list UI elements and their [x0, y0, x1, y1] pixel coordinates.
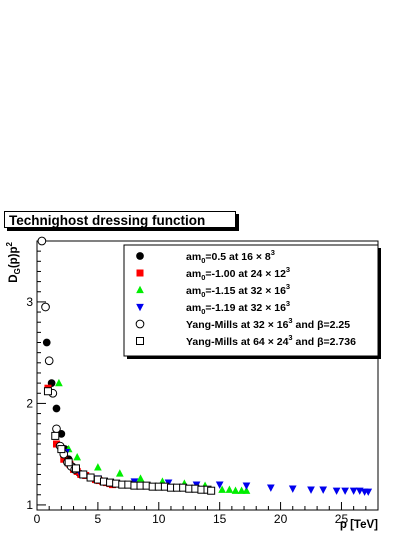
data-point-series-6	[207, 486, 216, 495]
data-point-series-6	[64, 458, 73, 467]
data-point-series-3	[94, 463, 102, 471]
data-point-series-4	[332, 487, 341, 495]
data-point-series-6	[86, 473, 95, 482]
data-point-series-3	[55, 378, 63, 387]
x-axis-title: p [TeV]	[340, 519, 378, 531]
data-point-series-6	[43, 387, 52, 396]
legend-label-1: am0=0.5 at 16 × 83	[186, 248, 275, 265]
y-tick-label: 2	[26, 396, 33, 410]
data-point-series-1	[52, 404, 61, 413]
x-tick-label: 15	[213, 512, 227, 526]
data-point-series-5	[41, 302, 50, 312]
data-point-series-4	[341, 487, 349, 495]
legend-marker-2	[136, 269, 144, 277]
data-point-series-3	[73, 453, 82, 461]
x-tick-label: 10	[152, 512, 166, 526]
data-point-series-3	[115, 469, 124, 477]
data-point-series-5	[44, 356, 54, 366]
legend-marker-5	[135, 319, 145, 329]
data-point-series-3	[237, 486, 246, 494]
y-tick-label: 3	[26, 295, 33, 309]
axis-ticks: 0 5 10 15 20 25 1 2 3	[26, 250, 367, 526]
data-point-series-4	[349, 487, 358, 495]
chart-title: Technighost dressing function	[4, 211, 236, 228]
legend-label-4: am0=-1.19 at 32 × 163	[186, 299, 290, 316]
x-tick-label: 25	[335, 512, 349, 526]
y-tick-label: 1	[26, 498, 33, 512]
data-point-series-6	[51, 431, 60, 440]
legend-label-6: Yang-Mills at 64 × 243 and β=2.736	[186, 333, 356, 348]
data-point-series-1	[42, 338, 51, 347]
svg-text:DG(p)p2: DG(p)p2	[5, 241, 22, 282]
data-point-series-5	[37, 236, 47, 246]
data-point-series-6	[79, 470, 88, 479]
y-axis-title: DG(p)p2	[5, 241, 22, 282]
data-point-series-3	[136, 474, 145, 482]
data-point-series-4	[288, 485, 297, 493]
data-point-series-3	[225, 485, 234, 493]
data-point-series-4	[266, 484, 275, 492]
legend-marker-6	[136, 337, 144, 345]
data-point-series-6	[57, 445, 66, 454]
data-point-series-3	[231, 486, 240, 494]
data-point-series-3	[218, 485, 226, 493]
data-point-series-6	[71, 464, 80, 473]
data-point-series-3	[242, 486, 251, 494]
data-point-series-4	[242, 482, 251, 490]
legend-label-2: am0=-1.00 at 24 × 123	[186, 265, 290, 282]
data-point-series-5	[52, 424, 61, 434]
x-tick-label: 0	[34, 512, 41, 526]
x-tick-label: 5	[95, 512, 102, 526]
legend-marker-4	[136, 303, 144, 312]
legend-label-5: Yang-Mills at 32 × 163 and β=2.25	[186, 316, 350, 331]
legend-box	[123, 244, 379, 357]
data-point-series-4	[364, 488, 373, 496]
data-point-series-4	[307, 486, 315, 494]
data-point-series-2	[60, 455, 68, 463]
legend-label-3: am0=-1.15 at 32 × 163	[186, 282, 290, 299]
x-tick-label: 20	[274, 512, 288, 526]
legend-marker-3	[136, 285, 144, 294]
data-point-series-4	[319, 486, 328, 494]
data-point-series-4	[215, 481, 224, 489]
data-points	[37, 236, 373, 496]
legend-marker-1	[136, 252, 144, 260]
